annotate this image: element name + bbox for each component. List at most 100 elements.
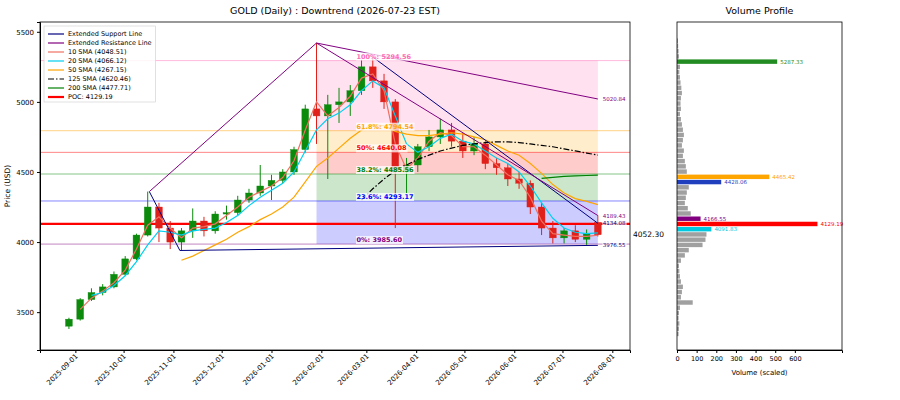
key-level-label: 4428.06 [724,179,747,185]
volume-bar [677,96,681,100]
label-patch [356,123,414,131]
tick-mark [37,32,40,33]
volume-bar [677,201,685,205]
chart-title: GOLD (Daily) : Downtrend (2026-07-23 EST… [230,5,440,16]
volume-bar [677,91,682,95]
tick-label: 500 [770,355,782,363]
candle-body [336,102,343,105]
tick: 2026-02-01 [291,350,325,387]
candle-wick [339,88,340,123]
tick-mark [321,350,322,353]
volume-bar [677,148,684,152]
volume-bar [677,248,689,252]
volume-bar [677,258,681,262]
annotations: 0%: 3985.6023.6%: 4293.1738.2%: 4485.565… [356,53,664,249]
key-level-label: 4129.19 [820,221,843,227]
candle-wick [406,158,407,193]
tick: 3500 [16,309,40,317]
label-patch [356,166,414,174]
candle-body [414,147,421,165]
tick-label: 2026-03-01 [336,352,370,386]
tick-mark [173,350,174,353]
fib-band [317,152,598,174]
candle-body [77,300,84,320]
volume-bar [677,211,691,215]
tick-mark [612,350,613,353]
volume-bar [677,164,686,168]
legend-swatch [48,33,64,34]
key-level-label: 4091.83 [714,226,737,232]
volume-bar [677,243,703,247]
tick-mark [37,172,40,173]
tick-label: 2026-06-01 [484,352,518,386]
candle-body [133,235,140,259]
volume-bar [677,133,684,137]
label-patch [602,220,626,226]
tick-label: 2025-10-01 [94,352,128,386]
tick-mark [697,350,698,353]
volume-bar [677,101,681,105]
trend-end-label: 3976.55 [603,242,626,248]
tick: 2025-10-01 [94,350,128,387]
legend-label: 10 SMA (4048.51) [68,48,127,56]
legend: Extended Support LineExtended Resistance… [44,26,156,102]
key-level-label: 5287.33 [780,59,803,65]
key-level-label: 4465.42 [772,174,795,180]
tick-mark [416,350,417,353]
sma-line [542,175,598,178]
volume-bar [677,65,680,69]
tick-mark [736,350,737,353]
legend-swatch [48,69,64,70]
trend-line [149,192,598,251]
fib-label: 0%: 3985.60 [357,236,403,244]
tick-mark [222,350,223,353]
volume-bar [677,206,688,210]
tick-mark [716,350,717,353]
tick-label: 2025-09-01 [45,352,79,386]
legend-swatch [48,87,64,88]
axis-title: Volume (scaled) [731,369,787,377]
tick-label: 200 [711,355,723,363]
tick-mark [677,350,678,353]
tick-mark [37,312,40,313]
fib-label: 23.6%: 4293.17 [357,193,414,201]
volume-bar [677,80,681,84]
tick-mark [562,350,563,353]
fib-line [40,130,630,131]
volume-bar [677,306,680,310]
tick-label: 2026-04-01 [386,352,420,386]
tick: 100 [691,350,703,363]
volume-bar [677,138,683,142]
legend-label: Extended Resistance Line [68,39,152,47]
fib-label: 61.8%: 4794.54 [357,123,414,131]
volume-bar [677,295,681,299]
tick: 2025-11-01 [143,350,177,387]
tick: 400 [750,350,762,363]
tick: 300 [730,350,742,363]
volume-bar [677,185,689,189]
tick-label: 4000 [16,239,34,247]
volume-bar [677,117,681,121]
plot-area [40,43,630,329]
tick-label: 3500 [16,309,34,317]
volume-bar [677,159,685,163]
trend-line [149,43,598,215]
chart-root: GOLD (Daily) : Downtrend (2026-07-23 EST… [0,0,900,400]
tick: 4000 [16,239,40,247]
trend-end-label: 4189.43 [603,213,626,219]
chart-title: Volume Profile [726,5,794,16]
tick-label: 400 [750,355,762,363]
legend-box [44,26,156,102]
tick: 2026-03-01 [336,350,370,387]
candle-body [538,207,545,228]
legend-label: 200 SMA (4477.71) [68,84,131,92]
fib-band [317,174,598,201]
candle-body [268,180,275,186]
legend-swatch [48,78,64,79]
tick: 200 [711,350,723,363]
volume-bar [677,143,682,147]
tick-label: 2026-02-01 [291,352,325,386]
volume-bar [677,86,681,90]
tick-label: 100 [691,355,703,363]
key-volume-bar [677,180,721,184]
